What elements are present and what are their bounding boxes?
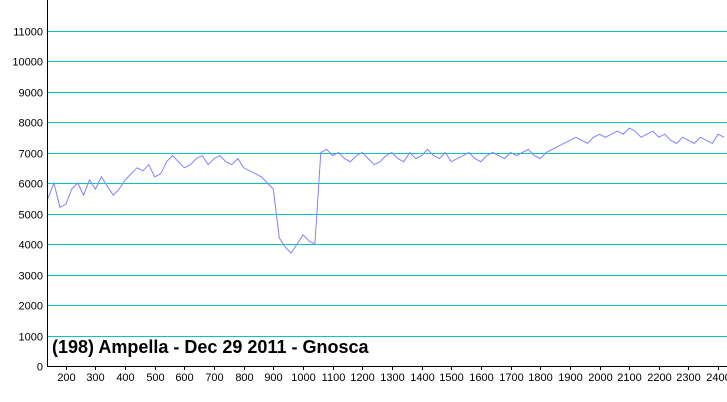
y-tick-label: 4000 <box>19 240 43 252</box>
axes <box>47 0 727 367</box>
y-tick-label: 0 <box>37 362 43 374</box>
y-tick-label: 10000 <box>12 57 43 69</box>
x-tick-label: 1000 <box>291 372 315 384</box>
y-tick-label: 1000 <box>19 332 43 344</box>
x-tick-label: 300 <box>86 372 104 384</box>
y-tick-label: 11000 <box>13 27 43 39</box>
y-tick-label: 9000 <box>19 88 43 100</box>
y-tick-label: 8000 <box>19 118 43 130</box>
x-tick-label: 2300 <box>676 372 700 384</box>
x-tick-labels: 200 300 400 500 600 700 800 900 1000 1100 1200 1300… <box>57 366 727 384</box>
x-tick-label: 200 <box>57 372 75 384</box>
y-tick-label: 2000 <box>19 301 43 313</box>
x-tick-label: 1600 <box>469 372 493 384</box>
y-tick-label: 7000 <box>19 149 43 161</box>
x-tick-label: 1200 <box>350 372 374 384</box>
x-tick-label: 600 <box>175 372 193 384</box>
y-tick-label: 6000 <box>19 179 43 191</box>
x-tick-label: 2400 <box>706 372 727 384</box>
x-tick-label: 400 <box>116 372 134 384</box>
y-tick-labels: 0 1000 2000 3000 4000 5000 6000 7000 8000 9000 100… <box>12 27 43 374</box>
x-tick-label: 1700 <box>499 372 523 384</box>
x-tick-label: 500 <box>146 372 164 384</box>
x-tick-label: 900 <box>264 372 282 384</box>
x-tick-label: 2200 <box>647 372 671 384</box>
x-tick-label: 1900 <box>558 372 582 384</box>
grid-lines <box>48 31 727 337</box>
y-tick-label: 5000 <box>19 210 43 222</box>
series-line <box>47 127 725 254</box>
chart-title: (198) Ampella - Dec 29 2011 - Gnosca <box>52 337 369 357</box>
x-tick-label: 2100 <box>617 372 641 384</box>
x-tick-label: 1300 <box>380 372 404 384</box>
x-tick-label: 1500 <box>439 372 463 384</box>
x-tick-label: 700 <box>205 372 223 384</box>
y-tick-label: 3000 <box>19 271 43 283</box>
series-group <box>47 127 725 254</box>
x-tick-label: 800 <box>235 372 253 384</box>
x-tick-label: 1400 <box>410 372 434 384</box>
x-tick-label: 1800 <box>528 372 552 384</box>
x-tick-label: 2000 <box>588 372 612 384</box>
x-tick-label: 1100 <box>322 372 346 384</box>
